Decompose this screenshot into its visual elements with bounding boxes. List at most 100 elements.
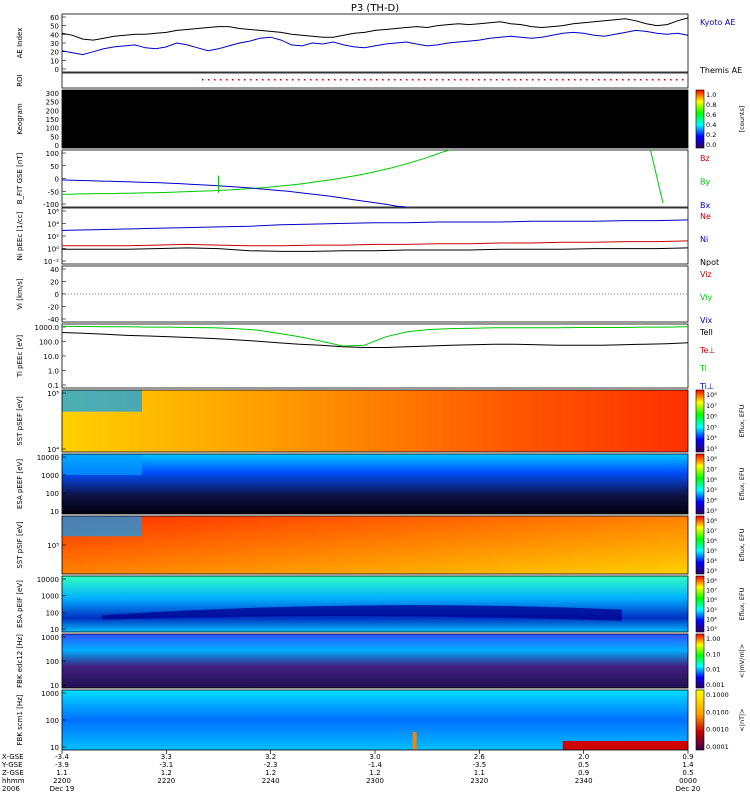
xaxis-tick-label: -3.1 — [159, 761, 173, 769]
density-ytick-label: 10⁰ — [47, 246, 59, 254]
roi-dot — [358, 79, 360, 81]
fbk_b-spectrogram — [62, 690, 688, 750]
xaxis-tick-label: 2320 — [470, 777, 488, 785]
esa_e-ytick-label: 10 — [50, 508, 59, 516]
fbk_b-colorbar-label: <|nT|> — [738, 708, 746, 731]
panel-velocity: Vi [km/s] 40 20 0 -20 -40 Viz Viy Vix — [16, 265, 713, 325]
roi-dot — [280, 79, 282, 81]
esa_i-ytick-label: 100 — [46, 609, 59, 617]
fbk_b-colorbar-tick: 0.0001 — [706, 743, 729, 751]
bfield-by-late-trace — [649, 149, 664, 204]
panel-esa_i: ESA pEIF [eV]1000010001001010⁸10⁷10⁶10⁵1… — [16, 575, 746, 634]
fbk_e-ylabel: FBK edc12 [Hz] — [16, 634, 24, 688]
keogram-colorbar-tick: 0.0 — [706, 141, 716, 149]
roi-dot — [628, 79, 630, 81]
keogram-colorbar-tick: 1.0 — [706, 91, 716, 99]
roi-dot — [502, 79, 504, 81]
temperature-series-tell — [61, 332, 689, 348]
density-legend-ne: Ne — [700, 212, 711, 221]
esa_e-colorbar-tick: 10³ — [706, 507, 717, 515]
panel-sst_i: SST pSIF [eV] 10⁵ 10⁸ 10⁷ 10⁶ 10⁵ 10⁴ 10³ Eflux,… — [16, 515, 746, 575]
panel-fbk_e: FBK edc12 [Hz] 1000 100 10 1.00 0.10 0.01 0.001… — [16, 633, 746, 690]
esa_e-frame — [61, 453, 689, 515]
density-series-ne — [62, 240, 689, 247]
panel-esa_e: ESA pEEF [eV] 10000 1000 100 10 10⁸ 10⁷ 10⁶ 10⁵ 1… — [16, 453, 746, 516]
xaxis-tick-label: 1.2 — [369, 769, 380, 777]
roi-dot — [562, 79, 564, 81]
esa_e-colorbar-tick: 10⁸ — [706, 455, 717, 463]
roi-dot — [388, 79, 390, 81]
xaxis-row-label: Y-GSE — [1, 761, 23, 769]
roi-dot — [346, 79, 348, 81]
keogram-colorbar-label: [counts] — [738, 106, 746, 133]
ae-frame — [61, 13, 689, 73]
fbk-b-spike — [412, 732, 417, 750]
roi-dot — [586, 79, 588, 81]
fbk_e-colorbar — [695, 633, 705, 689]
roi-dot — [430, 79, 432, 81]
fbk_b-colorbar — [695, 689, 705, 751]
keogram-colorbar-tick: 0.6 — [706, 111, 716, 119]
velocity-ytick-label: -40 — [48, 316, 59, 324]
bfield-series-by — [62, 149, 451, 195]
xaxis-tick-label: 3.0 — [369, 753, 380, 761]
roi-dot — [592, 79, 594, 81]
esa_e-ytick-label: 1000 — [41, 472, 59, 480]
roi-dot — [574, 79, 576, 81]
sst_e-colorbar-label: Eflux, EFU — [738, 404, 746, 437]
ae-ytick-label: 0 — [55, 66, 59, 74]
xaxis-tick-label: -1.4 — [368, 761, 382, 769]
ae-ytick-label: 60 — [50, 14, 59, 22]
roi-dot — [208, 79, 210, 81]
bfield-legend-by: By — [700, 178, 710, 187]
sst_e-ytick-label: 10⁵ — [47, 390, 59, 398]
keogram-ytick-label: 100 — [46, 125, 59, 133]
esa_i-frame — [61, 575, 689, 633]
xaxis-tick-label: -3.9 — [55, 761, 69, 769]
velocity-legend-viy: Viy — [700, 293, 713, 302]
esa_e-colorbar-tick: 10⁴ — [706, 497, 717, 505]
keogram-ytick-label: 150 — [46, 116, 59, 124]
roi-dot — [640, 79, 642, 81]
sst_i-lowflux-region — [62, 516, 142, 537]
roi-dot — [238, 79, 240, 81]
roi-dot — [664, 79, 666, 81]
keogram-colorbar-tick: 0.8 — [706, 101, 716, 109]
esa_i-ylabel: ESA pEIF [eV] — [16, 580, 24, 628]
ae-series-themis-ae — [61, 17, 689, 41]
sst_i-colorbar-tick: 10⁶ — [706, 537, 717, 545]
roi-dot — [550, 79, 552, 81]
ae-ytick-label: 40 — [50, 31, 59, 39]
roi-dot — [286, 79, 288, 81]
temperature-legend-ti-: Ti⊥ — [699, 382, 714, 391]
roi-dot — [352, 79, 354, 81]
roi-dot — [466, 79, 468, 81]
roi-dot — [412, 79, 414, 81]
bfield-ytick-label: -50 — [48, 188, 59, 196]
roi-dot — [670, 79, 672, 81]
roi-dot — [316, 79, 318, 81]
keogram-colorbar — [695, 89, 705, 149]
esa_i-colorbar — [695, 575, 705, 633]
bfield-ylabel: B_FIT GSE [nT] — [16, 152, 24, 204]
esa_e-spectrogram — [62, 454, 688, 514]
roi-dot — [202, 79, 204, 81]
temperature-legend-te-: Te⊥ — [699, 346, 715, 355]
xaxis-tick-label: 1.2 — [161, 769, 172, 777]
esa_e-colorbar-tick: 10⁷ — [706, 465, 717, 473]
fbk_e-colorbar-tick: 0.001 — [706, 681, 725, 689]
roi-dot — [250, 79, 252, 81]
roi-dot — [220, 79, 222, 81]
roi-dot — [310, 79, 312, 81]
xaxis-tick-label: 1.1 — [474, 769, 485, 777]
roi-dot — [328, 79, 330, 81]
esa-i-dark-band — [102, 605, 622, 621]
sst_i-colorbar — [695, 515, 705, 575]
sst_e-colorbar-tick: 10⁸ — [706, 391, 717, 399]
fbk_b-ylabel: FBK scm1 [Hz] — [16, 694, 24, 745]
fbk_b-ytick-label: 10 — [50, 744, 59, 752]
esa_i-colorbar-tick: 10⁶ — [706, 596, 717, 604]
esa_i-spectrogram — [62, 576, 688, 632]
fbk_e-colorbar-tick: 0.01 — [706, 666, 720, 674]
